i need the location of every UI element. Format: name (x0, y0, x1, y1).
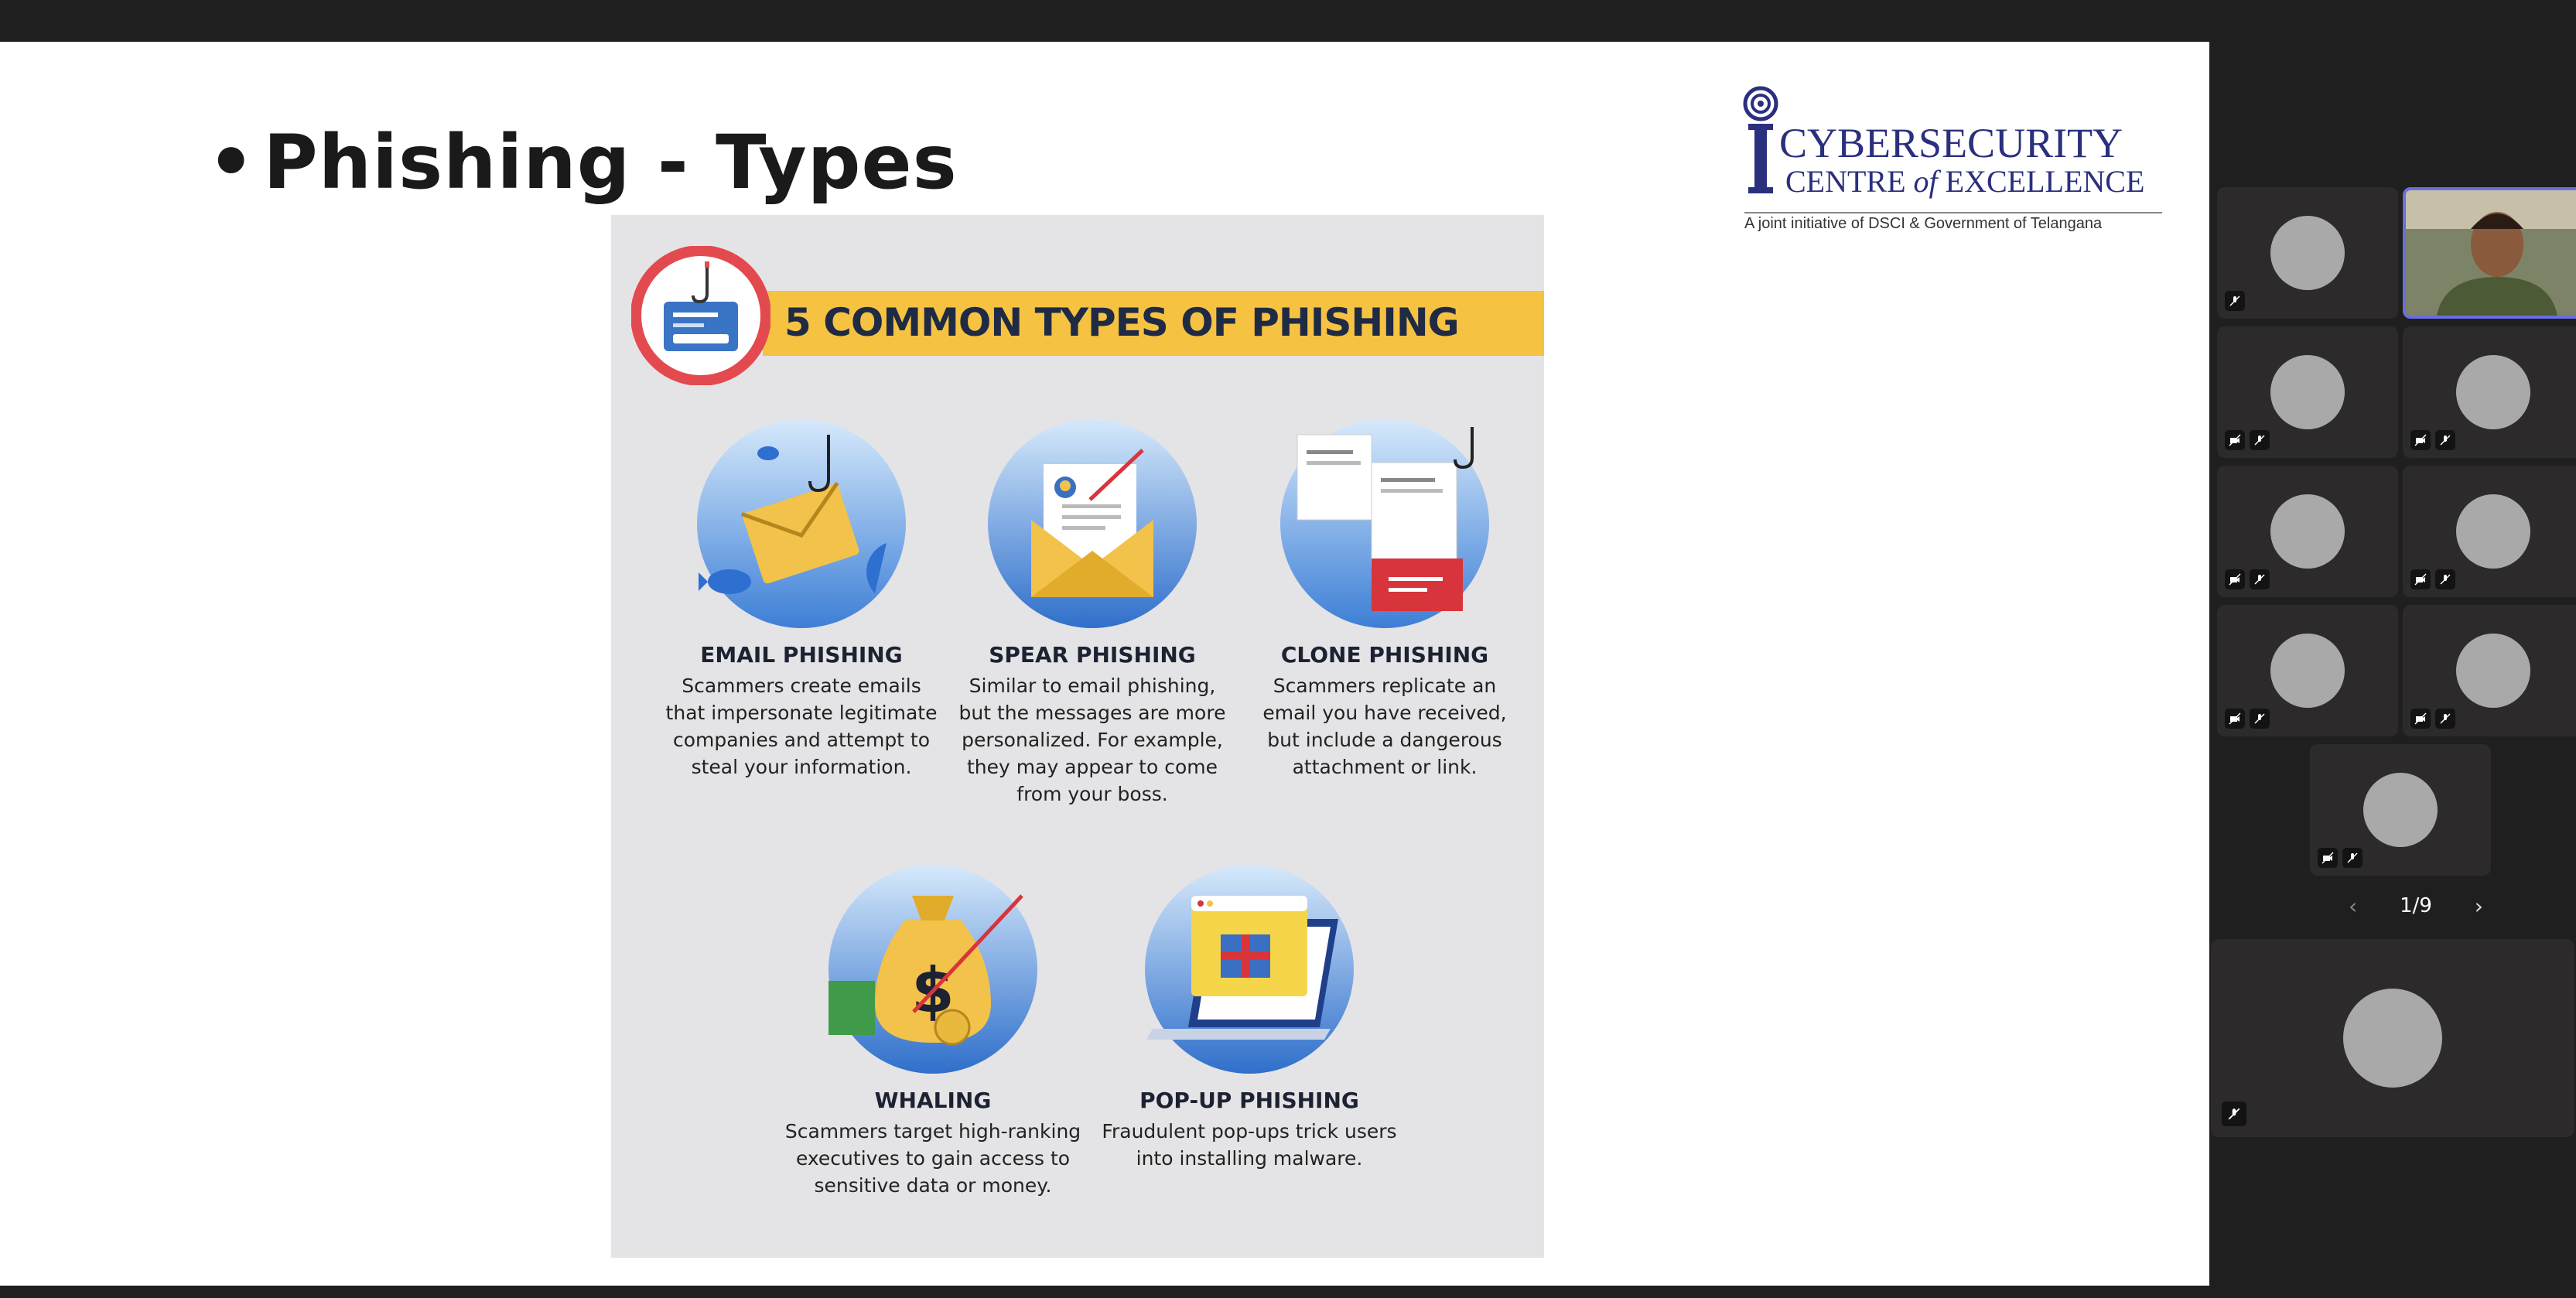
tile-status-icons (2318, 848, 2362, 868)
camera-off-icon (2225, 569, 2245, 589)
letter-spear-icon (988, 419, 1197, 628)
mic-muted-icon (2250, 569, 2270, 589)
avatar (2456, 355, 2530, 429)
popup-phishing-card: POP-UP PHISHING Fraudulent pop-ups trick… (1095, 865, 1404, 1172)
avatar (2456, 634, 2530, 708)
mic-muted-icon (2250, 430, 2270, 450)
camera-off-icon (2410, 430, 2431, 450)
mic-muted-icon (2225, 291, 2245, 311)
logo-line2-a: CENTRE (1785, 164, 1914, 199)
tile-status-icons (2225, 569, 2270, 589)
self-view-tile[interactable] (2211, 939, 2574, 1137)
cybersecurity-logo: CYBERSECURITY CENTRE of EXCELLENCE A joi… (1741, 84, 2166, 232)
banner-title: 5 COMMON TYPES OF PHISHING (784, 300, 1460, 345)
money-bag-icon: $ (828, 865, 1037, 1074)
mic-muted-icon (2222, 1102, 2246, 1126)
envelope-hook-icon (697, 419, 906, 628)
tile-status-icons (2225, 291, 2245, 311)
participant-tile[interactable] (2217, 466, 2398, 597)
camera-off-icon (2410, 709, 2431, 729)
logo-emblem-icon (1743, 86, 1778, 193)
logo-tagline: A joint initiative of DSCI & Government … (1744, 212, 2162, 233)
item-description: Fraudulent pop-ups trick users into inst… (1102, 1120, 1397, 1170)
tile-status-icons (2225, 709, 2270, 729)
participant-tile[interactable] (2310, 744, 2491, 876)
avatar (2363, 773, 2438, 847)
avatar (2270, 494, 2345, 569)
participants-panel: ‹ 1/9 › (2209, 0, 2576, 1298)
participant-pager: ‹ 1/9 › (2349, 893, 2483, 919)
avatar (2270, 216, 2345, 290)
item-description: Scammers target high-ranking executives … (784, 1120, 1081, 1197)
email-phishing-card: EMAIL PHISHING Scammers create emails th… (662, 419, 941, 781)
item-title: POP-UP PHISHING (1139, 1088, 1359, 1113)
cloned-documents-icon (1280, 419, 1489, 628)
participant-tile[interactable] (2217, 605, 2398, 736)
presentation-slide: • Phishing - Types CYBERSECURITY CENTRE o… (0, 42, 2209, 1286)
bullet: • (207, 119, 256, 206)
page-title: • Phishing - Types (207, 119, 958, 206)
avatar (2343, 989, 2442, 1088)
spear-phishing-card: SPEAR PHISHING Similar to email phishing… (953, 419, 1232, 808)
participant-tile[interactable] (2217, 326, 2398, 458)
logo-wordmark: CYBERSECURITY CENTRE of EXCELLENCE (1779, 122, 2144, 200)
camera-off-icon (2225, 430, 2245, 450)
logo-line1: CYBERSECURITY (1779, 120, 2123, 166)
tile-status-icons (2410, 569, 2455, 589)
laptop-popup-icon (1145, 865, 1354, 1074)
logo-line2-of: of (1913, 164, 1938, 199)
item-title: CLONE PHISHING (1280, 642, 1489, 668)
participant-tile[interactable] (2403, 466, 2576, 597)
tile-status-icons (2410, 430, 2455, 450)
item-title: WHALING (874, 1088, 992, 1113)
phishing-infographic: 5 COMMON TYPES OF PHISHING (611, 215, 1544, 1258)
item-description: Scammers create emails that impersonate … (665, 675, 938, 778)
mic-muted-icon (2342, 848, 2362, 868)
tile-status-icons (2225, 430, 2270, 450)
avatar (2270, 355, 2345, 429)
logo-line2-c: EXCELLENCE (1937, 164, 2145, 199)
item-title: SPEAR PHISHING (989, 642, 1196, 668)
avatar (2456, 494, 2530, 569)
item-description: Similar to email phishing, but the messa… (958, 675, 1226, 805)
participant-tile[interactable] (2217, 187, 2398, 319)
pager-label: 1/9 (2400, 894, 2432, 917)
mic-muted-icon (2435, 709, 2455, 729)
clone-phishing-card: CLONE PHISHING Scammers replicate an ema… (1245, 419, 1524, 781)
camera-off-icon (2410, 569, 2431, 589)
participant-tile-active-speaker[interactable] (2403, 187, 2576, 319)
participant-tile[interactable] (2403, 605, 2576, 736)
tile-status-icons (2410, 709, 2455, 729)
tile-status-icons (2222, 1102, 2246, 1126)
item-title: EMAIL PHISHING (700, 642, 903, 668)
slide-title-text: Phishing - Types (263, 119, 958, 206)
avatar (2270, 634, 2345, 708)
logo-line2: CENTRE of EXCELLENCE (1785, 164, 2144, 200)
whaling-card: $ WHALING Scammers target high-ranking e… (778, 865, 1088, 1199)
camera-off-icon (2225, 709, 2245, 729)
camera-off-icon (2318, 848, 2338, 868)
infographic-banner: 5 COMMON TYPES OF PHISHING (763, 291, 1544, 356)
pager-next-icon[interactable]: › (2474, 893, 2483, 919)
mic-muted-icon (2435, 569, 2455, 589)
participant-video (2406, 190, 2576, 316)
item-description: Scammers replicate an email you have rec… (1262, 675, 1507, 778)
phishing-hook-badge-icon (631, 246, 770, 385)
mic-muted-icon (2250, 709, 2270, 729)
mic-muted-icon (2435, 430, 2455, 450)
participant-tile[interactable] (2403, 326, 2576, 458)
pager-prev-icon[interactable]: ‹ (2349, 893, 2358, 919)
